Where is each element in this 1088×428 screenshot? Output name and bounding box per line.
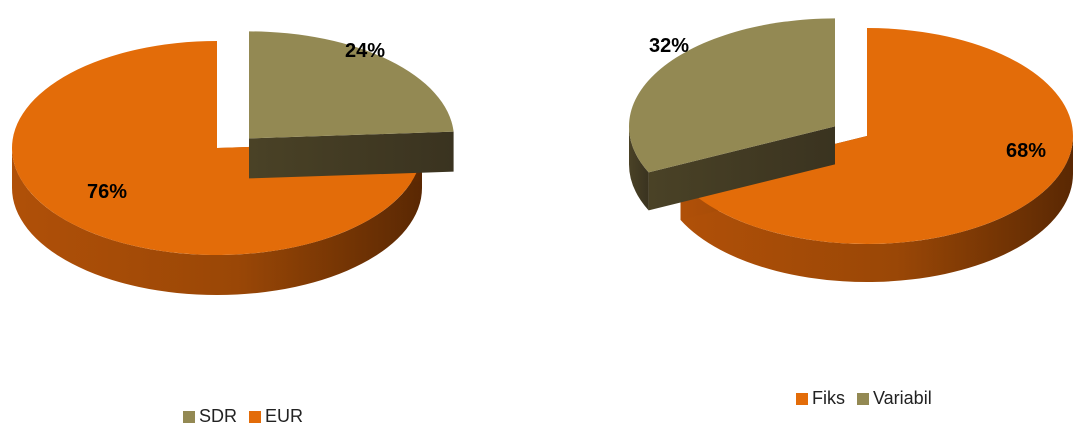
- pie-chart-1: 76% 24%: [12, 31, 454, 295]
- data-label-fiks: 68%: [1006, 140, 1046, 162]
- legend-label-fiks: Fiks: [812, 388, 845, 408]
- pie-slice-sdr: [249, 31, 454, 179]
- pie-cut-face: [249, 131, 454, 179]
- pie-top-sdr: [249, 31, 454, 139]
- legend-swatch-eur: [249, 410, 262, 423]
- pie-cut-face: [648, 126, 835, 211]
- legend-currency: SDR EUR: [183, 406, 303, 427]
- pie-top-variabil: [629, 18, 835, 173]
- data-label-sdr: 24%: [345, 40, 385, 62]
- legend-label-eur: EUR: [265, 406, 304, 426]
- pie-slice-variabil: [629, 18, 835, 211]
- legend-item-fiks: Fiks: [796, 388, 845, 409]
- pie-top-eur: [12, 41, 422, 255]
- legend-swatch-variabil: [857, 392, 869, 405]
- pie-chart-2: 68% 32%: [629, 18, 1073, 282]
- pie-top-fiks: [680, 28, 1073, 245]
- legend-swatch-sdr: [183, 410, 195, 423]
- data-label-variabil: 32%: [649, 35, 689, 57]
- pie-side-variabil: [629, 126, 649, 211]
- pie-side-eur: [12, 148, 422, 295]
- pie-side-fiks: [680, 136, 1073, 282]
- legend-item-variabil: Variabil: [857, 388, 932, 409]
- legend-item-eur: EUR: [249, 406, 303, 427]
- legend-label-variabil: Variabil: [873, 388, 932, 408]
- legend-rate-type: Fiks Variabil: [796, 388, 932, 409]
- data-label-eur: 76%: [87, 181, 127, 203]
- legend-swatch-fiks: [796, 392, 808, 405]
- legend-label-sdr: SDR: [199, 406, 238, 426]
- legend-item-sdr: SDR: [183, 406, 237, 427]
